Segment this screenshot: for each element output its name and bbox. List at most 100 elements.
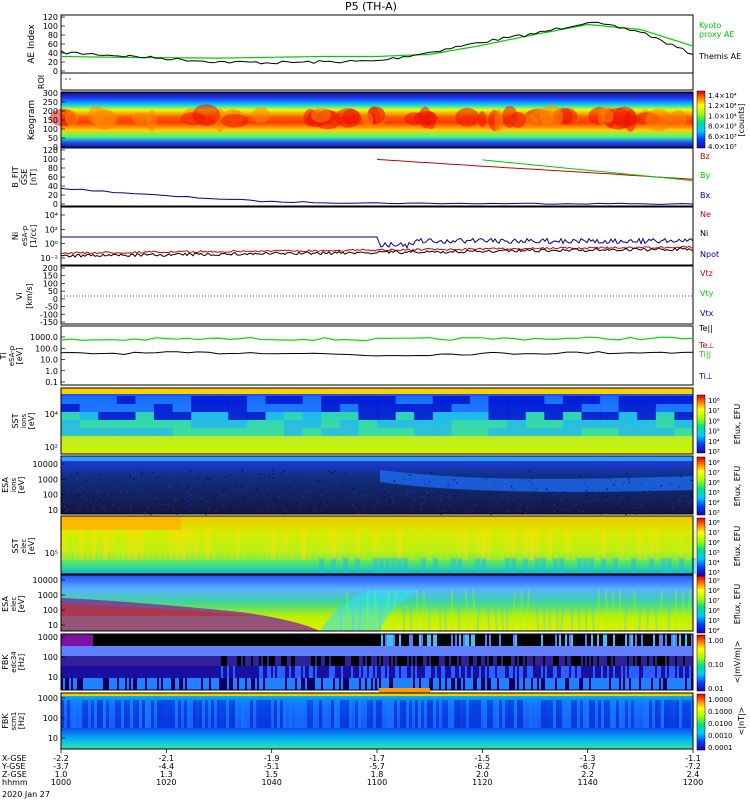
- sst-ions-cell: [674, 396, 694, 404]
- fbk-e-cell: [405, 646, 407, 656]
- fbk-e-cell: [467, 678, 469, 690]
- esa-ions-speck: [313, 482, 316, 484]
- esa-ions-speck: [168, 483, 170, 486]
- fbk-b-cell: [82, 700, 85, 728]
- esa-ions-noise: [61, 470, 694, 516]
- fbk-e-cell: [143, 678, 145, 690]
- fbk-e-cell: [327, 666, 329, 678]
- fbk-e-cell: [483, 634, 485, 646]
- fbk-e-cell: [145, 634, 147, 646]
- fbk-e-cell: [133, 678, 135, 690]
- fbk-e-cell: [61, 656, 63, 666]
- esa-ions-speck: [679, 501, 681, 503]
- fbk-e-cell: [175, 678, 177, 690]
- sst-ions-cell: [246, 404, 266, 412]
- fbk-e-cell: [283, 678, 285, 690]
- sst-elec-cell: [667, 558, 672, 574]
- fbk-e-cell: [371, 678, 373, 690]
- sst-elec-cell: [397, 530, 402, 560]
- esa-ions-speck: [182, 483, 184, 485]
- esa-ions-speck: [114, 472, 116, 474]
- sst-ions-cell: [265, 420, 285, 428]
- fbk-b-cell: [181, 700, 184, 728]
- fbk-e-cell: [617, 646, 619, 656]
- esa-ions-speck: [669, 483, 672, 485]
- sst-ions-cell: [209, 412, 229, 420]
- fbk-e-cell: [619, 656, 621, 666]
- fbk-e-cell: [353, 666, 355, 678]
- fbk-e-cell: [629, 634, 631, 646]
- esa-elec-streak: [472, 589, 477, 632]
- sst-elec-cell: [121, 530, 126, 560]
- fbk-e-cell: [227, 634, 229, 646]
- sst-ions-cell: [637, 404, 657, 412]
- fbk-b-tick-label-1: 100: [43, 714, 58, 723]
- fbk-e-cell: [143, 634, 145, 646]
- fbk-e-cell: [583, 656, 585, 666]
- fbk-e-cell: [357, 678, 359, 690]
- fbk-e-cell: [635, 656, 637, 666]
- sst-ions-cell: [284, 404, 304, 412]
- fbk-e-cell: [97, 678, 99, 690]
- fbk-e-cell: [75, 666, 77, 678]
- sst-ions-cell: [172, 420, 192, 428]
- sst-elec-cell: [199, 530, 204, 560]
- esa-ions-speck: [350, 481, 352, 483]
- sst-elec-cell: [169, 530, 174, 560]
- sst-elec-cell: [217, 530, 222, 560]
- esa-ions-speck: [337, 506, 340, 508]
- fbk-b-cell: [361, 700, 364, 728]
- fbk-e-cell: [217, 646, 219, 656]
- esa-elec-cbar-tick-1: 10⁸: [708, 587, 720, 595]
- fbk-e-cell: [639, 634, 641, 646]
- fbk-e-cell: [113, 666, 115, 678]
- fbk-e-cell: [379, 634, 381, 646]
- fbk-e-cell: [435, 678, 437, 690]
- sst-ions-cell: [600, 420, 620, 428]
- fbk-e-cell: [153, 666, 155, 678]
- esa-ions-speck: [76, 489, 79, 491]
- fbk-e-ylabel: FBK: [1, 654, 10, 670]
- fbk-e-cell: [81, 646, 83, 656]
- esa-ions-speck: [686, 501, 688, 503]
- fbk-e-cell: [461, 666, 463, 678]
- fbk-e-cell: [239, 666, 241, 678]
- esa-ions-speck: [384, 492, 386, 494]
- esa-ions-speck: [671, 506, 674, 508]
- fbk-e-cell: [537, 678, 539, 690]
- ti-panel: 1000.0100.010.01.00.1 Ti eSA-p [eV] Te||…: [0, 324, 714, 387]
- fbk-b-cell: [322, 700, 325, 728]
- fbk-e-cell: [227, 678, 229, 690]
- fbk-e-cell: [163, 666, 165, 678]
- fbk-e-cell: [395, 634, 397, 646]
- bfit-tick-label-5: 20: [48, 191, 58, 200]
- fbk-e-cell: [253, 646, 255, 656]
- fbk-e-cell: [137, 678, 139, 690]
- sst-ions-cell: [246, 396, 266, 404]
- esa-ions-speck: [428, 481, 431, 483]
- fbk-e-cell: [317, 646, 319, 656]
- sst-elec-cell: [577, 530, 582, 560]
- fbk-e-cell: [117, 666, 119, 678]
- sst-elec-cell: [553, 558, 558, 574]
- sst-ions-cell: [209, 396, 229, 404]
- sst-ions-cell: [79, 396, 99, 404]
- fbk-e-cell: [387, 656, 389, 666]
- bfit-ylabel: B_FIT: [11, 166, 20, 187]
- fbk-e-cell: [61, 678, 63, 690]
- fbk-e-cell: [539, 646, 541, 656]
- fbk-e-cell: [351, 646, 353, 656]
- esa-ions-speck: [79, 495, 81, 497]
- fbk-e-cell: [623, 646, 625, 656]
- ae-tick-label-3: 60: [48, 40, 58, 49]
- fbk-b-cell: [550, 700, 553, 728]
- fbk-e-cell: [339, 656, 341, 666]
- fbk-e-cell: [321, 656, 323, 666]
- esa-ions-speck: [234, 489, 237, 491]
- fbk-e-cell: [379, 646, 381, 656]
- sst-elec-cell: [685, 530, 690, 560]
- esa-ions-speck: [448, 494, 450, 497]
- esa-ions-speck: [585, 490, 588, 492]
- fbk-e-cell: [305, 666, 307, 678]
